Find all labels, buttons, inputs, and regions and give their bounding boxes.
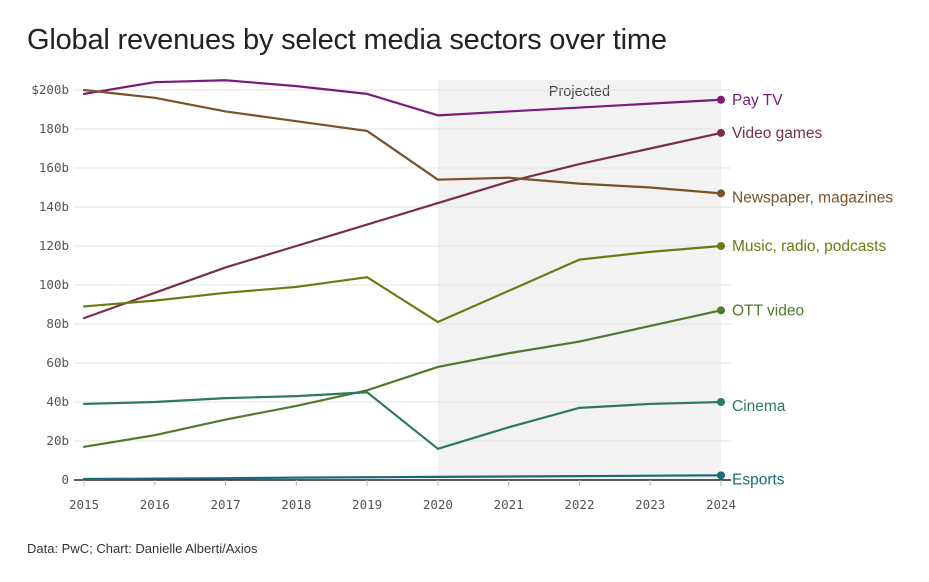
- y-tick-label: $200b: [31, 82, 69, 97]
- y-tick-label: 120b: [39, 238, 69, 253]
- y-tick-label: 160b: [39, 160, 69, 175]
- series-end-point-newspaper-magazines: [717, 189, 725, 198]
- x-tick-label: 2017: [211, 497, 241, 512]
- y-tick-label: 0: [61, 472, 69, 487]
- series-line-ott-video: [82, 309, 723, 448]
- x-tick-label: 2022: [564, 497, 594, 512]
- y-tick-label: 180b: [39, 121, 69, 136]
- x-tick-label: 2018: [281, 497, 311, 512]
- x-tick-label: 2024: [706, 497, 736, 512]
- axes: 0 20b 40b 60b 80b 100b 120b 140b 160b 180b $200b 20…: [31, 82, 736, 512]
- projected-region: Projected: [437, 80, 721, 480]
- series-label-newspaper-magazines: Newspaper, magazines: [732, 189, 893, 206]
- series-label-cinema: Cinema: [732, 398, 786, 415]
- x-tick-label: 2021: [494, 497, 524, 512]
- y-tick-label: 140b: [39, 199, 69, 214]
- projected-shade: [437, 80, 721, 480]
- x-tick-label: 2020: [423, 497, 453, 512]
- series-label-video-games: Video games: [732, 125, 822, 142]
- y-tick-label: 80b: [46, 316, 69, 331]
- series-line-video-games: [82, 131, 723, 320]
- x-tick-label: 2019: [352, 497, 382, 512]
- y-tick-label: 20b: [46, 433, 69, 448]
- source-note: Data: PwC; Chart: Danielle Alberti/Axios: [27, 541, 258, 556]
- series-end-point-pay-tv: [717, 95, 725, 104]
- projected-label: Projected: [549, 84, 610, 100]
- series-line-esports: [82, 474, 723, 481]
- series-line-music-radio-podcasts: [82, 244, 723, 324]
- series-lines: [82, 79, 725, 481]
- series-line-pay-tv: [82, 79, 723, 117]
- y-tick-label: 40b: [46, 394, 69, 409]
- series-labels: Pay TV Video games Newspaper, magazines Mus…: [732, 92, 893, 489]
- series-label-pay-tv: Pay TV: [732, 92, 783, 109]
- series-line-cinema: [82, 391, 723, 450]
- x-tick-label: 2015: [69, 497, 99, 512]
- series-end-point-ott-video: [717, 306, 725, 315]
- series-end-point-esports: [717, 471, 725, 480]
- gridlines: [74, 89, 731, 442]
- series-label-esports: Esports: [732, 471, 785, 488]
- y-tick-label: 100b: [39, 277, 69, 292]
- series-line-newspaper-magazines: [82, 88, 723, 195]
- series-end-point-music-radio-podcasts: [717, 242, 725, 250]
- series-end-point-cinema: [717, 398, 725, 406]
- series-label-ott-video: OTT video: [732, 302, 804, 319]
- y-tick-label: 60b: [46, 355, 69, 370]
- chart-title: Global revenues by select media sectors …: [27, 24, 667, 56]
- series-label-music-radio-podcasts: Music, radio, podcasts: [732, 238, 886, 255]
- x-tick-label: 2023: [635, 497, 665, 512]
- series-end-point-video-games: [717, 128, 725, 137]
- x-tick-label: 2016: [140, 497, 170, 512]
